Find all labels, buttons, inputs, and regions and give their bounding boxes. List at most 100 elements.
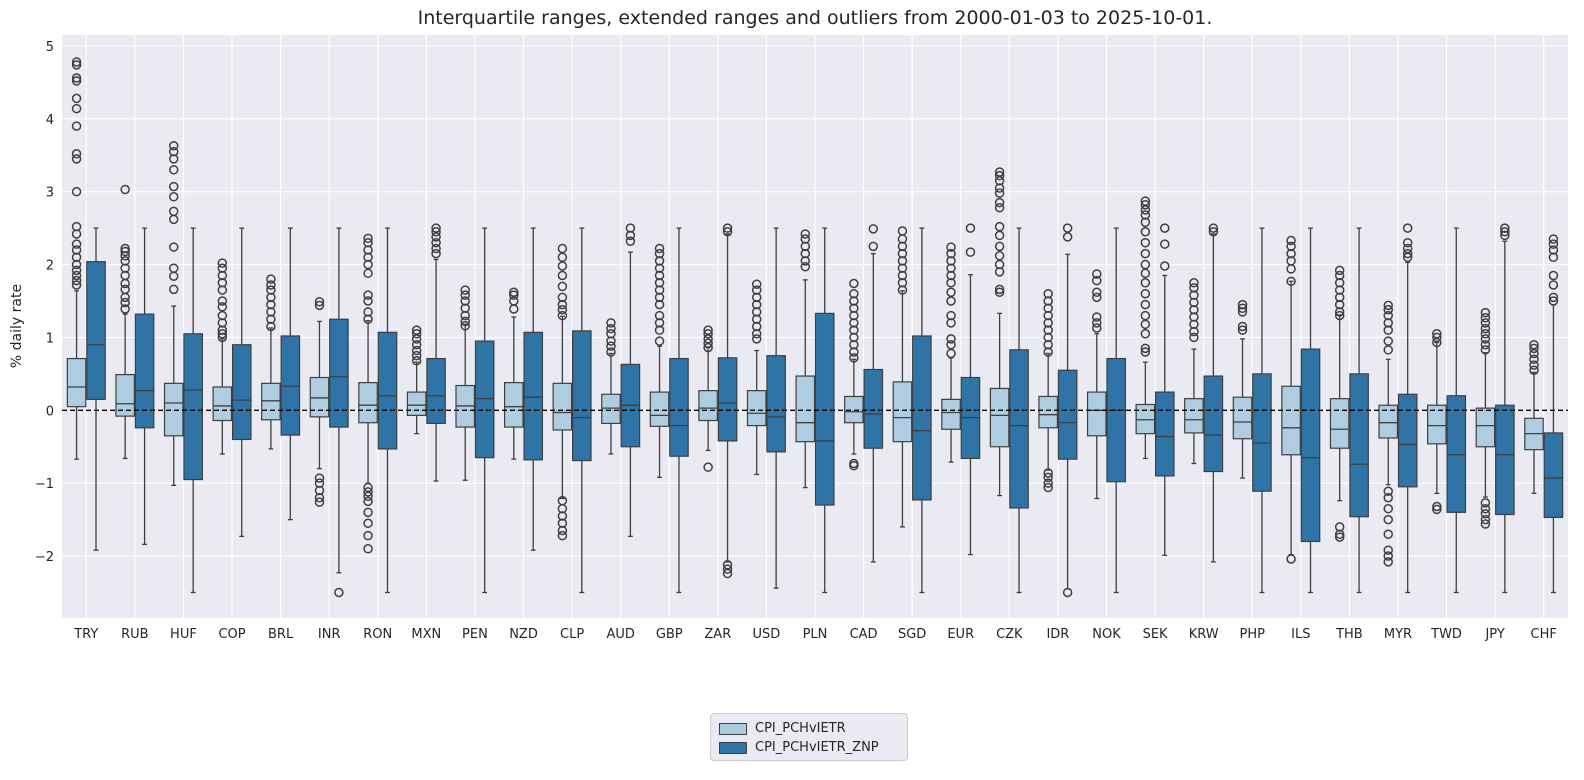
- outlier-point: [363, 487, 373, 497]
- chart-title: Interquartile ranges, extended ranges an…: [418, 7, 1213, 29]
- outlier-point: [71, 280, 82, 290]
- iqr-box: [1397, 393, 1418, 488]
- x-tick-label: PEN: [462, 627, 488, 642]
- outlier-point: [557, 270, 568, 281]
- outlier-point: [460, 285, 470, 295]
- box-RUB-0: [115, 184, 135, 460]
- iqr-box: [1184, 398, 1204, 434]
- outlier-point: [1480, 318, 1491, 328]
- outlier-point: [897, 226, 908, 236]
- x-tick-label: MYR: [1384, 627, 1412, 642]
- outlier-point: [411, 356, 422, 366]
- outlier-point: [722, 223, 733, 233]
- x-tick-label: PLN: [803, 627, 828, 642]
- box-JPY-1: [1495, 223, 1515, 594]
- outlier-point: [751, 279, 762, 289]
- box-TWD-0: [1427, 329, 1447, 515]
- box-MYR-1: [1397, 223, 1418, 594]
- outlier-point: [71, 275, 82, 286]
- outlier-point: [1383, 300, 1394, 311]
- iqr-box: [1057, 369, 1078, 460]
- outlier-point: [168, 206, 179, 217]
- x-tick-label: AUD: [606, 627, 634, 642]
- outlier-point: [994, 284, 1005, 295]
- box-COP-1: [231, 227, 252, 538]
- outlier-point: [363, 233, 373, 244]
- outlier-point: [1432, 332, 1442, 343]
- iqr-box: [1106, 357, 1127, 483]
- iqr-box: [1203, 375, 1224, 473]
- outlier-point: [1160, 261, 1170, 271]
- iqr-box: [746, 390, 767, 427]
- outlier-point: [1480, 509, 1491, 519]
- outlier-point: [1548, 239, 1559, 249]
- outlier-point: [120, 304, 130, 314]
- iqr-box: [1009, 349, 1029, 509]
- iqr-box: [280, 335, 301, 436]
- iqr-box: [892, 381, 913, 443]
- iqr-box: [1038, 395, 1059, 429]
- outlier-point: [1548, 292, 1559, 303]
- x-tick-label: COP: [218, 627, 245, 642]
- outlier-point: [431, 248, 441, 259]
- box-GBP-1: [669, 227, 689, 594]
- outlier-point: [411, 325, 422, 335]
- outlier-point: [1140, 329, 1151, 339]
- outlier-point: [994, 167, 1005, 177]
- iqr-box: [1543, 432, 1564, 519]
- outlier-point: [722, 564, 733, 574]
- outlier-point: [411, 345, 422, 356]
- outlier-point: [1548, 270, 1559, 281]
- x-tick-label: ILS: [1291, 627, 1310, 642]
- outlier-point: [557, 530, 568, 541]
- y-axis-ticks: −2 −1 0 1 2 3 4 5: [35, 40, 54, 565]
- outlier-point: [1480, 498, 1491, 508]
- iqr-box: [231, 344, 252, 441]
- box-RON-1: [377, 227, 398, 594]
- box-NOK-0: [1086, 269, 1107, 500]
- outlier-point: [1529, 343, 1539, 354]
- outlier-point: [1140, 237, 1151, 248]
- outlier-point: [849, 288, 859, 299]
- outlier-point: [703, 338, 713, 349]
- outlier-point: [314, 497, 325, 507]
- outlier-point: [625, 223, 636, 233]
- box-PEN-0: [455, 285, 476, 481]
- x-tick-label: TRY: [73, 627, 98, 642]
- x-tick-label: CAD: [850, 627, 878, 642]
- iqr-box: [698, 390, 718, 422]
- outlier-point: [1286, 241, 1296, 252]
- y-tick-label: 4: [46, 113, 54, 128]
- outlier-point: [946, 334, 956, 344]
- box-INR-1: [329, 227, 349, 598]
- outlier-point: [1383, 514, 1394, 525]
- outlier-point: [266, 280, 276, 290]
- box-PLN-0: [795, 229, 816, 489]
- outlier-point: [1208, 223, 1219, 233]
- x-tick-label: SGD: [898, 627, 926, 642]
- iqr-box: [426, 357, 446, 425]
- box-SEK-0: [1135, 196, 1156, 460]
- outlier-point: [994, 241, 1005, 252]
- outlier-point: [1237, 299, 1248, 310]
- outlier-point: [1237, 321, 1248, 332]
- outlier-point: [946, 287, 956, 297]
- outlier-point: [1480, 345, 1491, 355]
- iqr-box: [163, 382, 184, 437]
- outlier-point: [1432, 501, 1442, 512]
- box-USD-0: [746, 279, 767, 476]
- outlier-point: [1480, 339, 1491, 350]
- outlier-point: [363, 530, 373, 541]
- outlier-point: [363, 544, 373, 554]
- outlier-point: [71, 265, 82, 276]
- outlier-point: [1092, 292, 1102, 303]
- box-CZK-0: [989, 167, 1010, 497]
- outlier-point: [751, 285, 762, 295]
- box-CAD-1: [863, 224, 884, 563]
- iqr-box: [115, 373, 135, 417]
- outlier-point: [1237, 303, 1248, 314]
- outlier-point: [217, 263, 228, 273]
- x-tick-label: MXN: [411, 627, 441, 642]
- outlier-point: [557, 304, 568, 315]
